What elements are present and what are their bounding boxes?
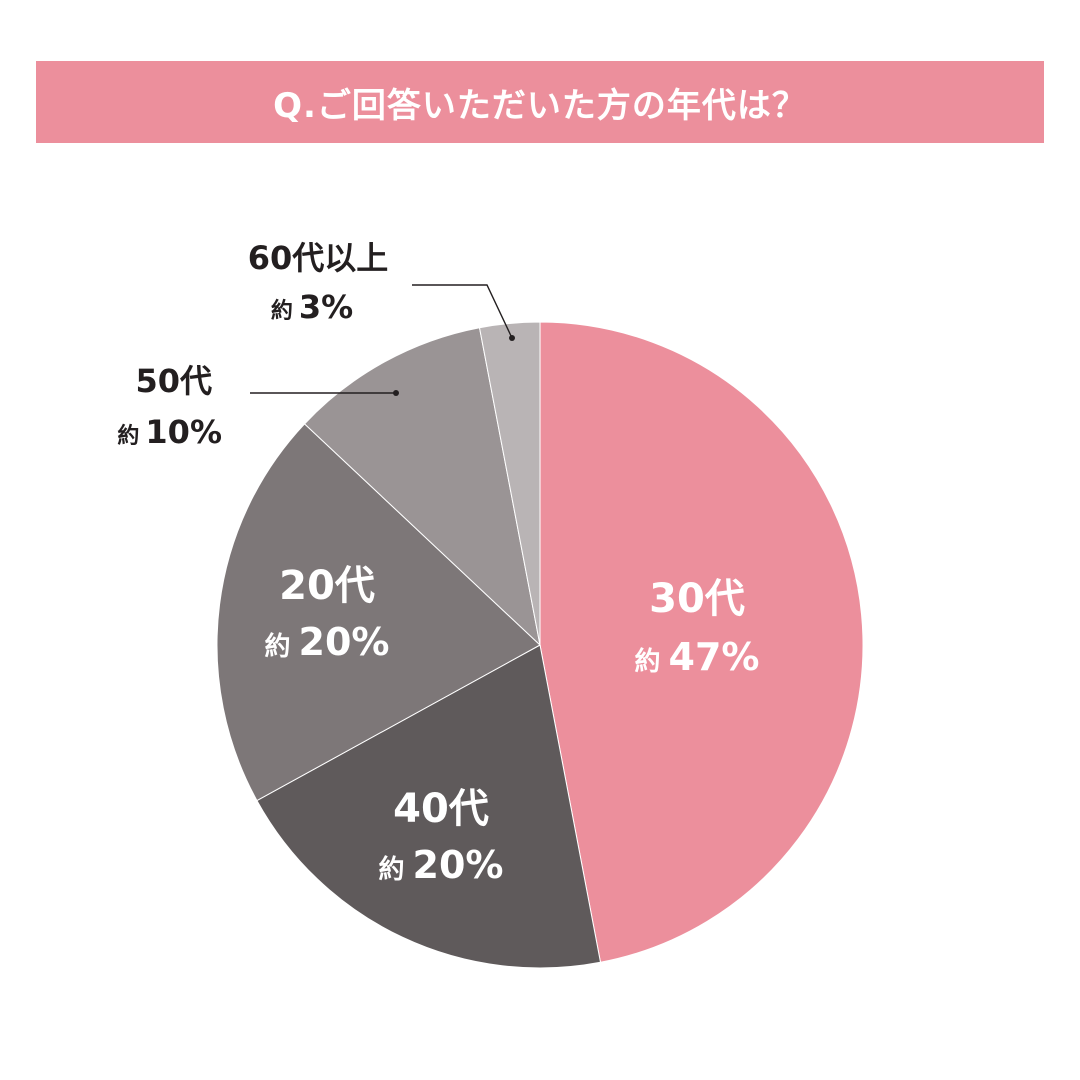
chart-title: Q.ご回答いただいた方の年代は？ (273, 85, 807, 126)
leader-dot-60s (509, 335, 515, 341)
pie-slice-60s (478, 321, 541, 646)
slice-label-60s: 60代以上 (248, 239, 389, 277)
slice-value-50s: 約 10% (117, 413, 222, 451)
slice-value-60s: 約 3% (271, 288, 353, 326)
leader-line-60s (412, 284, 513, 339)
title-banner: Q.ご回答いただいた方の年代は？ (36, 61, 1044, 143)
slice-value-20s: 約 20% (265, 620, 390, 664)
pie-slice-30s (539, 321, 864, 963)
slice-label-40s: 40代 (393, 786, 489, 832)
slice-label-50s: 50代 (135, 362, 212, 400)
slice-value-30s: 約 47% (635, 635, 760, 679)
pie-slice-50s (303, 327, 541, 647)
leader-dot-50s (393, 390, 399, 396)
slice-label-30s: 30代 (649, 576, 745, 622)
pie-slice-40s (256, 644, 602, 969)
slice-value-40s: 約 20% (379, 843, 504, 887)
slice-label-20s: 20代 (279, 563, 375, 609)
pie-slice-20s (216, 423, 541, 802)
